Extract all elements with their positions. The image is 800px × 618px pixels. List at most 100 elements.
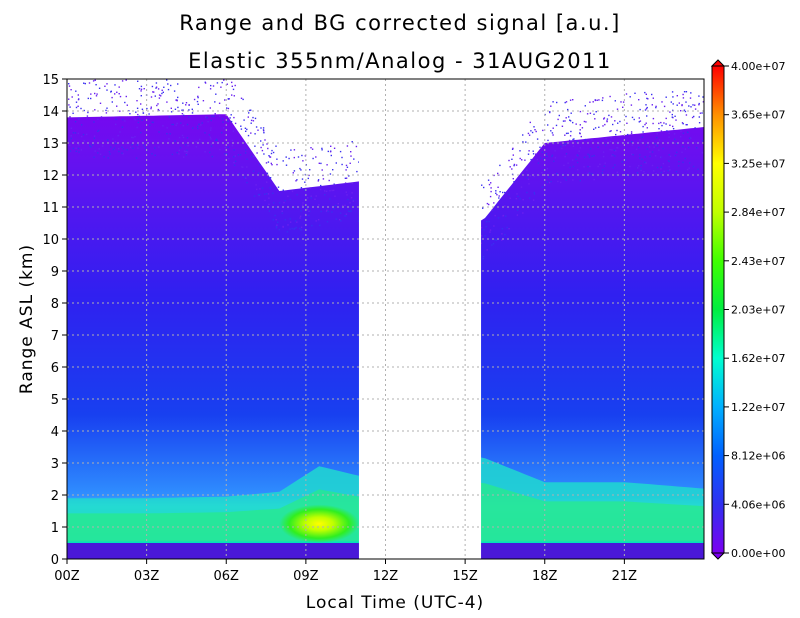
noise-point [685, 101, 687, 103]
noise-point [254, 145, 256, 147]
noise-point [157, 108, 159, 111]
noise-point [501, 233, 503, 235]
noise-point [665, 96, 667, 98]
noise-point [300, 210, 302, 212]
noise-point [698, 122, 701, 124]
noise-point [658, 122, 660, 125]
noise-point [665, 123, 667, 125]
noise-point [579, 147, 581, 149]
noise-point [667, 170, 669, 172]
noise-point [68, 83, 70, 85]
noise-point [671, 116, 673, 118]
noise-point [242, 166, 244, 168]
noise-point [131, 143, 133, 146]
noise-point [697, 168, 699, 170]
noise-point [322, 178, 325, 180]
noise-point [687, 131, 689, 134]
noise-point [224, 99, 226, 101]
noise-point [674, 115, 676, 117]
noise-point [299, 227, 301, 230]
noise-point [268, 177, 270, 179]
noise-point [686, 168, 689, 171]
noise-point [352, 199, 355, 201]
noise-point [602, 125, 604, 127]
noise-point [158, 94, 161, 96]
colorbar-tick-label: 4.00e+07 [731, 60, 785, 73]
noise-point [141, 108, 144, 110]
noise-point [586, 113, 589, 115]
noise-point [638, 146, 640, 149]
noise-point [69, 140, 71, 142]
noise-point [521, 159, 523, 161]
noise-point [683, 109, 686, 111]
noise-point [676, 104, 678, 106]
noise-point [495, 239, 497, 241]
noise-point [504, 205, 506, 207]
noise-point [642, 131, 644, 133]
noise-point [605, 137, 607, 140]
noise-point [252, 116, 254, 119]
noise-point [546, 155, 548, 157]
noise-point [667, 160, 670, 162]
noise-point [166, 79, 168, 81]
noise-point [233, 95, 235, 97]
noise-point [268, 197, 270, 199]
noise-point [653, 146, 655, 148]
noise-point [245, 149, 247, 151]
noise-point [588, 154, 591, 156]
noise-point [135, 157, 138, 159]
noise-point [92, 144, 94, 146]
noise-point [676, 143, 678, 145]
noise-point [565, 101, 568, 103]
noise-point [508, 193, 510, 196]
noise-point [537, 162, 540, 164]
noise-point [115, 142, 117, 145]
noise-point [603, 165, 606, 167]
colorbar: 0.00e+00 4.06e+06 8.12e+06 1.22e+07 1.62e+07… [710, 59, 785, 560]
noise-point [606, 118, 609, 120]
noise-point [488, 220, 490, 223]
noise-point [597, 165, 599, 168]
noise-point [588, 156, 591, 158]
noise-point [591, 173, 593, 175]
noise-point [282, 160, 284, 162]
noise-point [294, 227, 296, 230]
noise-point [88, 82, 91, 84]
noise-point [282, 189, 284, 191]
noise-point [630, 132, 633, 135]
noise-point [78, 118, 80, 120]
noise-point [184, 150, 186, 153]
noise-point [656, 133, 658, 135]
noise-point [568, 139, 571, 142]
y-tick-label: 10 [42, 233, 59, 248]
noise-point [655, 106, 657, 109]
noise-point [591, 155, 593, 157]
noise-point [233, 161, 235, 164]
noise-point [328, 179, 330, 182]
noise-point [672, 125, 674, 128]
noise-point [601, 172, 603, 174]
noise-point [502, 191, 504, 194]
noise-point [688, 137, 691, 139]
noise-point [150, 106, 152, 108]
noise-point [329, 151, 332, 153]
noise-point [268, 210, 271, 212]
noise-point [651, 151, 654, 153]
noise-point [672, 128, 675, 130]
noise-point [339, 150, 342, 153]
noise-point [320, 162, 322, 165]
noise-point [630, 104, 633, 106]
noise-point [138, 88, 141, 90]
noise-point [329, 198, 331, 200]
noise-point [213, 115, 215, 118]
noise-point [516, 193, 518, 195]
noise-point [347, 210, 350, 212]
noise-point [144, 147, 146, 149]
noise-point [581, 127, 584, 129]
noise-point [151, 85, 154, 88]
noise-point [207, 121, 209, 123]
noise-point [92, 80, 95, 82]
noise-point [188, 109, 190, 111]
noise-point [513, 181, 515, 183]
noise-point [668, 132, 670, 135]
